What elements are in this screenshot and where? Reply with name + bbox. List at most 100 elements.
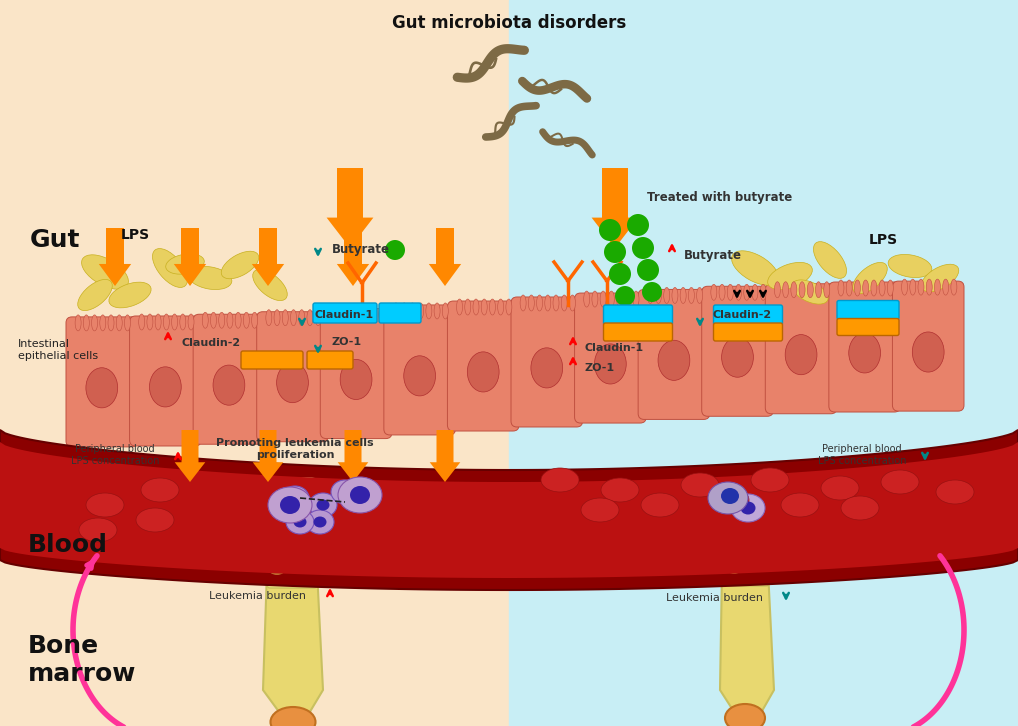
FancyArrow shape [251, 228, 284, 286]
Ellipse shape [781, 493, 819, 517]
Text: Claudin-1: Claudin-1 [315, 310, 375, 320]
Ellipse shape [609, 291, 614, 307]
Ellipse shape [338, 306, 344, 322]
Ellipse shape [921, 264, 959, 292]
Ellipse shape [456, 299, 462, 315]
Ellipse shape [799, 282, 805, 298]
FancyArrow shape [591, 168, 638, 248]
Ellipse shape [277, 362, 308, 403]
Ellipse shape [378, 496, 403, 510]
FancyBboxPatch shape [766, 284, 837, 414]
Ellipse shape [785, 335, 817, 375]
Text: Butyrate: Butyrate [332, 243, 390, 256]
Ellipse shape [841, 496, 879, 520]
FancyBboxPatch shape [604, 305, 673, 325]
Ellipse shape [290, 310, 296, 326]
FancyBboxPatch shape [714, 323, 783, 341]
Ellipse shape [935, 279, 941, 295]
Ellipse shape [747, 499, 802, 544]
Ellipse shape [719, 285, 725, 301]
Ellipse shape [951, 279, 957, 295]
Ellipse shape [417, 303, 423, 319]
Ellipse shape [881, 470, 919, 494]
Ellipse shape [138, 314, 145, 330]
Ellipse shape [821, 476, 859, 500]
Ellipse shape [647, 287, 654, 303]
Ellipse shape [81, 255, 128, 289]
Ellipse shape [751, 468, 789, 492]
Ellipse shape [467, 352, 499, 392]
Ellipse shape [735, 285, 741, 301]
Ellipse shape [633, 291, 639, 307]
Ellipse shape [681, 473, 719, 497]
Ellipse shape [393, 303, 399, 319]
Ellipse shape [704, 489, 786, 544]
Ellipse shape [838, 280, 844, 296]
Ellipse shape [815, 282, 822, 298]
Ellipse shape [330, 306, 335, 322]
Ellipse shape [768, 262, 812, 290]
Ellipse shape [680, 287, 686, 303]
Ellipse shape [854, 280, 860, 296]
Ellipse shape [188, 314, 194, 330]
Text: Peripheral blood
LPS concentration: Peripheral blood LPS concentration [817, 444, 906, 466]
Ellipse shape [545, 295, 551, 311]
Text: ZO-1: ZO-1 [332, 337, 362, 347]
Circle shape [385, 240, 405, 260]
Bar [509, 0, 1018, 726]
Ellipse shape [824, 282, 830, 298]
Ellipse shape [498, 299, 504, 315]
Ellipse shape [721, 488, 739, 504]
Text: Promoting leukemia cells
proliferation: Promoting leukemia cells proliferation [216, 438, 374, 460]
Ellipse shape [912, 332, 944, 372]
Ellipse shape [317, 499, 330, 510]
Ellipse shape [403, 481, 427, 496]
Ellipse shape [442, 303, 448, 319]
Ellipse shape [870, 280, 876, 296]
Bar [0, 0, 509, 726]
Ellipse shape [409, 303, 415, 319]
Ellipse shape [252, 269, 287, 301]
Ellipse shape [426, 303, 432, 319]
FancyBboxPatch shape [267, 562, 317, 588]
Text: LPS: LPS [120, 228, 150, 242]
Ellipse shape [283, 509, 306, 521]
Ellipse shape [298, 310, 304, 326]
Ellipse shape [641, 493, 679, 517]
Ellipse shape [541, 468, 579, 492]
Ellipse shape [434, 303, 440, 319]
Ellipse shape [531, 348, 563, 388]
FancyBboxPatch shape [511, 297, 582, 427]
Ellipse shape [664, 287, 670, 303]
Ellipse shape [792, 280, 829, 304]
Ellipse shape [150, 367, 181, 407]
Text: ZO-1: ZO-1 [585, 363, 615, 373]
Ellipse shape [601, 478, 639, 502]
Ellipse shape [251, 312, 258, 328]
Ellipse shape [108, 315, 114, 331]
Ellipse shape [731, 494, 765, 522]
FancyBboxPatch shape [701, 286, 774, 416]
Ellipse shape [274, 310, 280, 326]
Ellipse shape [849, 333, 881, 373]
Polygon shape [720, 570, 774, 718]
Ellipse shape [338, 477, 382, 513]
Ellipse shape [77, 280, 112, 311]
FancyBboxPatch shape [574, 293, 646, 423]
Ellipse shape [752, 285, 758, 301]
Ellipse shape [350, 486, 370, 504]
Ellipse shape [528, 295, 534, 311]
FancyBboxPatch shape [829, 282, 901, 412]
Ellipse shape [569, 295, 575, 311]
Ellipse shape [732, 250, 779, 285]
Ellipse shape [775, 282, 781, 298]
FancyArrow shape [175, 430, 206, 482]
Ellipse shape [226, 499, 253, 516]
Ellipse shape [658, 340, 690, 380]
Ellipse shape [271, 707, 316, 726]
Ellipse shape [473, 299, 479, 315]
Ellipse shape [203, 312, 209, 328]
FancyBboxPatch shape [313, 303, 377, 323]
Ellipse shape [379, 306, 385, 322]
Ellipse shape [708, 482, 748, 514]
